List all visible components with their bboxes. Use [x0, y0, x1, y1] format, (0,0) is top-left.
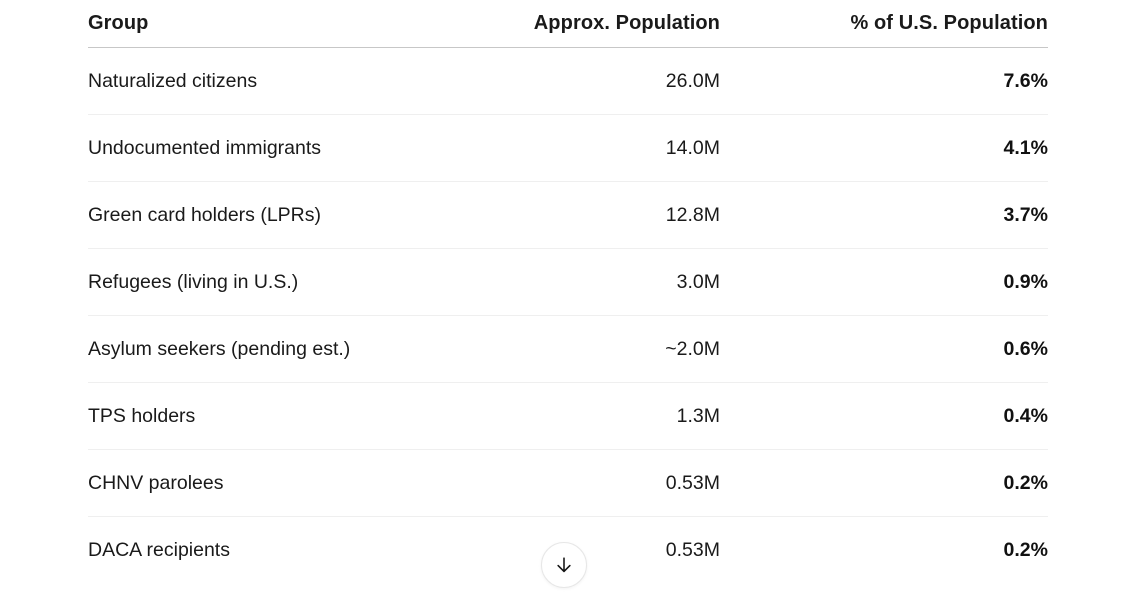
- scroll-to-bottom-button[interactable]: [540, 542, 587, 588]
- group-cell: Green card holders (LPRs): [88, 203, 322, 226]
- table-row: Naturalized citizens 26.0M 7.6%: [88, 48, 1048, 115]
- table-row: CHNV parolees 0.53M 0.2%: [88, 450, 1048, 517]
- population-cell: 3.0M: [676, 270, 720, 293]
- percent-cell: 7.6%: [1003, 69, 1048, 92]
- percent-cell: 0.4%: [1003, 404, 1048, 427]
- percent-cell: 3.7%: [1003, 203, 1048, 226]
- group-cell: TPS holders: [88, 404, 196, 427]
- group-cell: DACA recipients: [88, 539, 230, 561]
- population-cell: 12.8M: [665, 203, 720, 226]
- table-row: Refugees (living in U.S.) 3.0M 0.9%: [88, 249, 1048, 316]
- table-row: TPS holders 1.3M 0.4%: [88, 383, 1048, 450]
- population-cell: 0.53M: [665, 539, 720, 561]
- population-cell: 0.53M: [665, 471, 720, 494]
- population-cell: 26.0M: [665, 69, 720, 92]
- table-row: DACA recipients 0.53M 0.2%: [88, 517, 1048, 584]
- table-row: Undocumented immigrants 14.0M 4.1%: [88, 115, 1048, 182]
- population-table: Group Approx. Population % of U.S. Popul…: [88, 0, 1048, 584]
- table-header-row: Group Approx. Population % of U.S. Popul…: [88, 0, 1048, 48]
- table-row: Green card holders (LPRs) 12.8M 3.7%: [88, 182, 1048, 249]
- group-cell: Asylum seekers (pending est.): [88, 337, 351, 360]
- percent-cell: 0.6%: [1003, 337, 1048, 360]
- column-header-population: Approx. Population: [533, 12, 720, 34]
- population-cell: 1.3M: [676, 404, 720, 427]
- table-row: Asylum seekers (pending est.) ~2.0M 0.6%: [88, 316, 1048, 383]
- percent-cell: 0.2%: [1003, 471, 1048, 494]
- column-header-group: Group: [88, 12, 149, 34]
- group-cell: Naturalized citizens: [88, 69, 258, 92]
- group-cell: Undocumented immigrants: [88, 136, 322, 159]
- arrow-down-icon: [553, 554, 575, 576]
- group-cell: Refugees (living in U.S.): [88, 270, 299, 293]
- population-cell: ~2.0M: [665, 337, 720, 360]
- column-header-percent: % of U.S. Population: [850, 12, 1048, 34]
- percent-cell: 0.2%: [1003, 539, 1048, 561]
- group-cell: CHNV parolees: [88, 471, 224, 494]
- percent-cell: 0.9%: [1003, 270, 1048, 293]
- population-cell: 14.0M: [665, 136, 720, 159]
- percent-cell: 4.1%: [1003, 136, 1048, 159]
